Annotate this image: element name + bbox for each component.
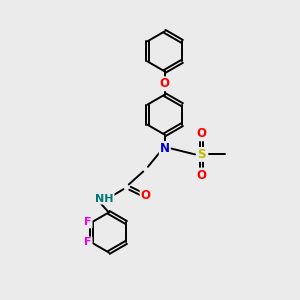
Text: S: S (197, 148, 206, 161)
Text: NH: NH (95, 194, 114, 204)
Text: O: O (160, 77, 170, 90)
Text: F: F (84, 218, 92, 227)
Text: O: O (141, 189, 151, 202)
Text: N: N (160, 142, 170, 155)
Text: O: O (196, 169, 206, 182)
Text: F: F (84, 238, 92, 248)
Text: O: O (196, 127, 206, 140)
